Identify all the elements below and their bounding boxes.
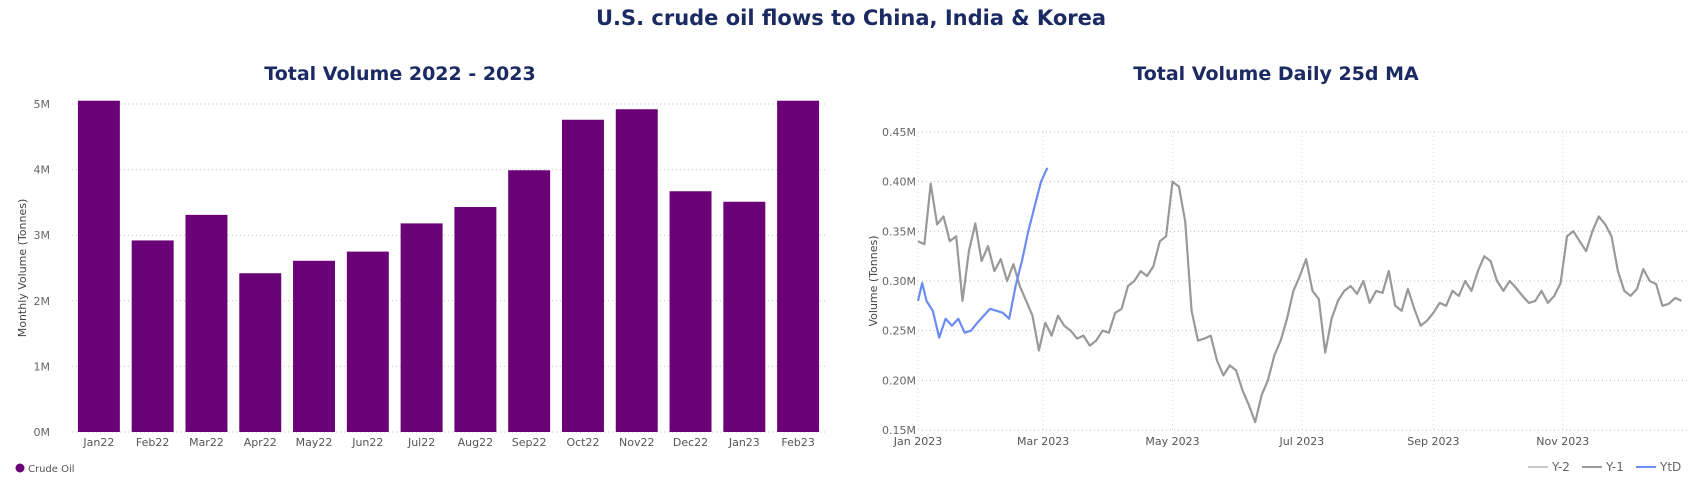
- bar-y-tick-label: 0M: [34, 426, 51, 439]
- bar-may22[interactable]: [293, 260, 336, 432]
- line-y-tick-label: 0.25M: [882, 325, 916, 338]
- bar-mar22[interactable]: [185, 214, 228, 432]
- bar-jan22[interactable]: [77, 100, 120, 432]
- line-x-tick-label: Nov 2023: [1536, 435, 1589, 448]
- bar-x-tick-label: Feb22: [136, 436, 169, 449]
- line-chart-title: Total Volume Daily 25d MA: [1133, 63, 1419, 85]
- bar-chart-title: Total Volume 2022 - 2023: [264, 63, 536, 85]
- main-title: U.S. crude oil flows to China, India & K…: [595, 6, 1107, 30]
- legend-ytd-label: YtD: [1659, 460, 1681, 474]
- bar-nov22[interactable]: [615, 109, 658, 433]
- legend-crude-oil-label: Crude Oil: [28, 464, 75, 475]
- legend-y-2-label: Y-2: [1551, 460, 1570, 474]
- legend-y-1-label: Y-1: [1605, 460, 1624, 474]
- line-x-tick-label: Sep 2023: [1407, 435, 1459, 448]
- legend-crude-oil-marker: [15, 463, 25, 473]
- line-y-axis-label: Volume (Tonnes): [867, 235, 880, 326]
- line-y-tick-label: 0.40M: [882, 176, 916, 189]
- bar-feb22[interactable]: [131, 240, 174, 432]
- bar-dec22[interactable]: [669, 191, 712, 432]
- bar-y-tick-label: 4M: [34, 164, 51, 177]
- bar-jan23[interactable]: [723, 201, 766, 432]
- bar-x-tick-label: Jul22: [407, 436, 435, 449]
- bar-chart: 0M 1M 2M 3M 4M 5M Monthly Volume (Tonnes) Jan22…: [15, 98, 825, 475]
- bar-x-tick-label: Apr22: [244, 436, 277, 449]
- series-line-y-1[interactable]: [917, 180, 1682, 424]
- bar-x-tick-label: Sep22: [512, 436, 547, 449]
- bar-feb23[interactable]: [777, 100, 820, 432]
- bar-jul22[interactable]: [400, 223, 443, 432]
- series-line-ytd[interactable]: [916, 167, 1049, 339]
- bar-x-tick-label: Oct22: [566, 436, 599, 449]
- line-y-tick-label: 0.15M: [882, 424, 916, 437]
- bar-x-tick-label: Jun22: [351, 436, 383, 449]
- bar-y-tick-label: 5M: [34, 98, 51, 111]
- bar-oct22[interactable]: [561, 119, 604, 432]
- bar-x-tick-label: Dec22: [673, 436, 708, 449]
- bar-jun22[interactable]: [346, 251, 389, 432]
- bar-x-tick-label: Jan23: [728, 436, 760, 449]
- bar-aug22[interactable]: [454, 206, 497, 432]
- bar-x-tick-label: Nov22: [619, 436, 654, 449]
- bar-apr22[interactable]: [239, 273, 282, 432]
- bar-x-tick-label: Feb23: [781, 436, 814, 449]
- line-chart: 0.15M 0.20M 0.25M 0.30M 0.35M 0.40M 0.45M Jan 2…: [867, 126, 1690, 474]
- line-x-tick-label: Jan 2023: [893, 435, 942, 448]
- bar-x-tick-label: Mar22: [189, 436, 224, 449]
- bar-x-tick-label: Aug22: [458, 436, 493, 449]
- bar-x-tick-label: Jan22: [82, 436, 114, 449]
- line-y-tick-label: 0.45M: [882, 126, 916, 139]
- bar-y-tick-label: 1M: [34, 360, 51, 373]
- bar-sep22[interactable]: [508, 170, 551, 433]
- line-y-tick-label: 0.35M: [882, 225, 916, 238]
- bar-y-axis-label: Monthly Volume (Tonnes): [16, 199, 29, 338]
- line-y-tick-label: 0.20M: [882, 374, 916, 387]
- bar-y-tick-label: 3M: [34, 229, 51, 242]
- line-y-tick-label: 0.30M: [882, 275, 916, 288]
- bar-x-tick-label: May22: [296, 436, 333, 449]
- line-x-tick-label: Jul 2023: [1278, 435, 1324, 448]
- line-x-tick-label: Mar 2023: [1017, 435, 1069, 448]
- bar-y-tick-label: 2M: [34, 295, 51, 308]
- line-x-tick-label: May 2023: [1145, 435, 1199, 448]
